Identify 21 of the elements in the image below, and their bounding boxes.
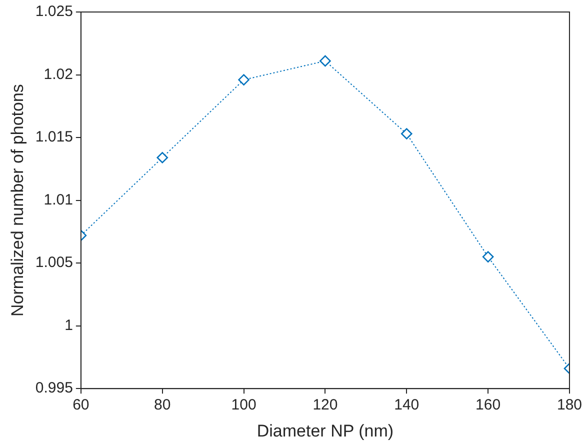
x-tick-label: 120: [312, 396, 338, 414]
y-tick-label: 1.015: [35, 128, 73, 146]
x-tick-label: 100: [231, 396, 256, 414]
x-tick-label: 180: [556, 396, 582, 414]
point: [238, 74, 250, 86]
y-axis-title: Normalized number of photons: [8, 84, 27, 317]
x-axis-title: Diameter NP (nm): [256, 421, 394, 440]
y-tick-label: 1.01: [44, 191, 73, 208]
point: [400, 128, 412, 140]
y-tick-label: 1: [64, 316, 73, 334]
y-tick-label: 1.005: [35, 254, 73, 272]
x-tick-label: 160: [476, 396, 501, 414]
point: [320, 55, 331, 67]
x-tick-label: 80: [154, 396, 171, 414]
x-tick-label: 60: [72, 396, 90, 414]
point: [156, 152, 168, 164]
x-tick-label: 140: [394, 396, 420, 414]
point: [482, 251, 494, 262]
y-tick-label: 1.025: [35, 3, 73, 20]
y-tick-label: 1.02: [44, 66, 73, 83]
y-tick-label: 0.995: [35, 380, 73, 397]
